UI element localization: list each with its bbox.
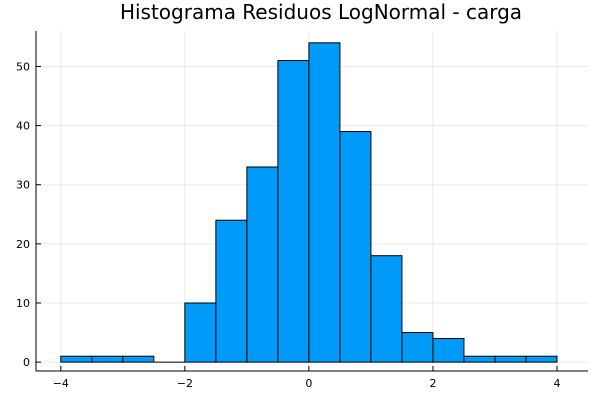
histogram-bar-8	[308, 42, 341, 363]
axes	[35, 31, 588, 372]
histogram-bar-7	[277, 60, 310, 363]
x-axis-ticks: −4 −2 0 2 4	[53, 366, 560, 390]
histogram-bar-0	[60, 355, 93, 363]
x-tick-label-0: −4	[53, 377, 69, 390]
histogram-bar-13	[463, 355, 496, 363]
histogram-bar-15	[525, 355, 558, 363]
y-axis-ticks: 0 10 20 30 40 50	[16, 60, 41, 369]
histogram-bar-9	[339, 131, 372, 363]
y-tick-label-1: 10	[16, 297, 30, 310]
histogram-bar-14	[494, 355, 527, 363]
histogram-bar-2	[122, 355, 155, 363]
y-tick-label-0: 0	[23, 356, 30, 369]
x-tick-label-2: 0	[305, 377, 312, 390]
y-tick-label-5: 50	[16, 60, 30, 73]
y-tick-label-2: 20	[16, 238, 30, 251]
histogram-bar-11	[401, 332, 434, 363]
chart-title: Histograma Residuos LogNormal - carga	[120, 0, 522, 24]
histogram-bar-6	[246, 166, 279, 363]
histogram-bar-12	[432, 337, 465, 363]
y-tick-label-4: 40	[16, 120, 30, 133]
histogram-bar-5	[215, 219, 248, 363]
histogram-bars	[60, 42, 558, 363]
histogram-bar-10	[370, 255, 403, 363]
x-tick-label-3: 2	[429, 377, 436, 390]
x-tick-label-1: −2	[177, 377, 193, 390]
histogram-bar-1	[91, 355, 124, 363]
x-tick-label-4: 4	[553, 377, 560, 390]
histogram-bar-4	[184, 302, 217, 363]
y-tick-label-3: 30	[16, 179, 30, 192]
